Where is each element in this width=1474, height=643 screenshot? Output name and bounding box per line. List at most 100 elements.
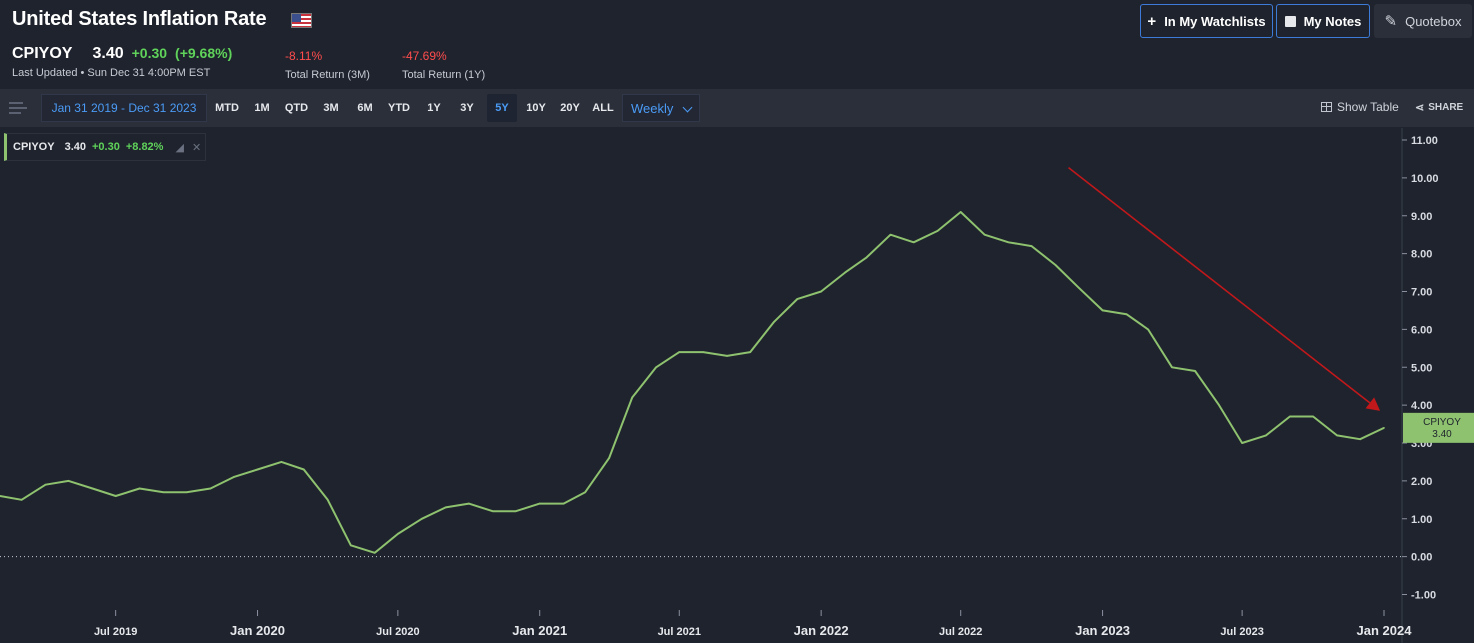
data-point bbox=[820, 290, 822, 293]
data-point bbox=[302, 468, 305, 471]
range-20y[interactable]: 20Y bbox=[560, 102, 580, 114]
last-updated: Last Updated • Sun Dec 31 4:00PM EST bbox=[12, 67, 211, 79]
data-point bbox=[0, 495, 1, 497]
return-value: -8.11% bbox=[285, 49, 323, 63]
x-axis: Jul 2019 Jan 2020 Jul 2020 Jan 2021 Jul 2021… bbox=[94, 610, 1412, 638]
change-value: +0.30 bbox=[131, 45, 168, 61]
x-tick-label: Jan 2021 bbox=[512, 623, 567, 638]
close-icon[interactable]: ✕ bbox=[191, 141, 202, 154]
data-point bbox=[1077, 286, 1080, 289]
range-mtd[interactable]: MTD bbox=[215, 102, 239, 114]
data-point bbox=[726, 355, 728, 357]
notes-button[interactable]: My Notes bbox=[1276, 4, 1370, 38]
range-all[interactable]: ALL bbox=[592, 102, 614, 114]
range-6m[interactable]: 6M bbox=[357, 102, 373, 114]
data-point bbox=[67, 480, 70, 482]
data-point bbox=[912, 241, 915, 244]
data-point bbox=[162, 491, 165, 494]
range-qtd[interactable]: QTD bbox=[284, 102, 309, 114]
data-point bbox=[631, 396, 634, 399]
data-point bbox=[1147, 328, 1149, 331]
cpiyoy-series-line bbox=[0, 211, 1385, 554]
data-point bbox=[655, 366, 657, 369]
data-point bbox=[773, 321, 775, 323]
data-point bbox=[959, 211, 962, 213]
data-point bbox=[373, 552, 376, 554]
data-point bbox=[1125, 313, 1128, 316]
menu-icon[interactable] bbox=[9, 99, 27, 115]
watchlists-button[interactable]: + In My Watchlists bbox=[1140, 4, 1273, 38]
y-tick-label: 10.00 bbox=[1411, 173, 1439, 185]
page-title: United States Inflation Rate bbox=[12, 8, 267, 30]
range-3m[interactable]: 3M bbox=[323, 102, 339, 114]
chevron-down-icon bbox=[682, 102, 693, 113]
data-point bbox=[1194, 370, 1196, 372]
last-value-tag-box bbox=[1403, 412, 1474, 443]
y-tick-label: 8.00 bbox=[1411, 249, 1432, 261]
data-point bbox=[749, 351, 752, 353]
bell-icon[interactable]: ◢ bbox=[175, 141, 184, 154]
arrow-head bbox=[1365, 397, 1381, 411]
data-point bbox=[467, 502, 470, 505]
range-ytd[interactable]: YTD bbox=[388, 102, 410, 114]
data-point bbox=[209, 487, 212, 490]
quote-summary: CPIYOY 3.40 +0.30 (+9.68%) bbox=[12, 45, 232, 65]
data-point bbox=[1265, 434, 1267, 437]
y-tick-label: -1.00 bbox=[1411, 590, 1436, 602]
return-value: -47.69% bbox=[402, 49, 447, 63]
data-point bbox=[350, 544, 352, 547]
range-1m[interactable]: 1M bbox=[254, 102, 270, 114]
data-point bbox=[1054, 264, 1057, 266]
pencil-icon: ✎ bbox=[1384, 13, 1398, 30]
data-point bbox=[1101, 309, 1104, 312]
data-point bbox=[114, 495, 117, 497]
data-point bbox=[702, 351, 704, 353]
chart-area[interactable]: 11.00 10.00 9.00 8.00 7.00 6.00 5.00 4.00 3.00 2.… bbox=[0, 128, 1474, 643]
data-point bbox=[91, 487, 94, 490]
frequency-value: Weekly bbox=[631, 100, 674, 116]
legend-change-percent: +8.82% bbox=[125, 141, 164, 153]
range-10y[interactable]: 10Y bbox=[526, 102, 546, 114]
y-tick-label: 0.00 bbox=[1411, 552, 1432, 564]
share-label: SHARE bbox=[1428, 102, 1464, 113]
return-label: Total Return (1Y) bbox=[402, 69, 486, 81]
notes-label: My Notes bbox=[1303, 13, 1362, 29]
data-point bbox=[584, 491, 587, 494]
data-point bbox=[608, 457, 610, 459]
data-point bbox=[538, 502, 541, 505]
data-point bbox=[1383, 427, 1385, 429]
total-return-1y: -47.69% Total Return (1Y) bbox=[402, 49, 485, 81]
data-point bbox=[1359, 438, 1361, 441]
x-tick-label: Jul 2021 bbox=[658, 626, 701, 638]
us-flag-icon bbox=[291, 13, 312, 28]
range-1y[interactable]: 1Y bbox=[427, 102, 441, 114]
data-point bbox=[491, 510, 494, 512]
line-chart[interactable]: 11.0010.009.008.007.006.005.004.003.002.… bbox=[0, 128, 1474, 643]
share-button[interactable]: ⋖ SHARE bbox=[1415, 101, 1463, 114]
last-value-tag: CPIYOY 3.40 bbox=[1403, 412, 1474, 443]
data-point bbox=[44, 483, 47, 486]
data-points bbox=[0, 211, 1385, 554]
data-point bbox=[397, 533, 399, 535]
data-point bbox=[232, 476, 235, 478]
show-table-button[interactable]: Show Table bbox=[1321, 100, 1399, 114]
x-tick-label: Jan 2022 bbox=[794, 623, 849, 638]
frequency-select[interactable]: Weekly bbox=[622, 94, 700, 122]
y-tick-label: 6.00 bbox=[1411, 324, 1432, 336]
range-5y[interactable]: 5Y bbox=[487, 94, 517, 122]
quotebox-button[interactable]: ✎ Quotebox bbox=[1374, 4, 1472, 38]
data-point bbox=[138, 487, 141, 490]
arrow-shaft bbox=[1068, 167, 1371, 404]
watchlists-label: In My Watchlists bbox=[1164, 13, 1266, 29]
y-tick-label: 11.00 bbox=[1411, 135, 1438, 147]
last-value: 3.40 bbox=[92, 45, 124, 62]
note-icon bbox=[1284, 15, 1296, 27]
table-icon bbox=[1321, 102, 1332, 112]
date-range-picker[interactable]: Jan 31 2019 - Dec 31 2023 bbox=[41, 94, 207, 122]
range-3y[interactable]: 3Y bbox=[460, 102, 474, 114]
data-point bbox=[1218, 404, 1220, 406]
data-point bbox=[1007, 241, 1010, 244]
total-return-3m: -8.11% Total Return (3M) bbox=[285, 49, 370, 81]
y-tick-label: 2.00 bbox=[1411, 476, 1432, 488]
data-point bbox=[1171, 366, 1173, 369]
